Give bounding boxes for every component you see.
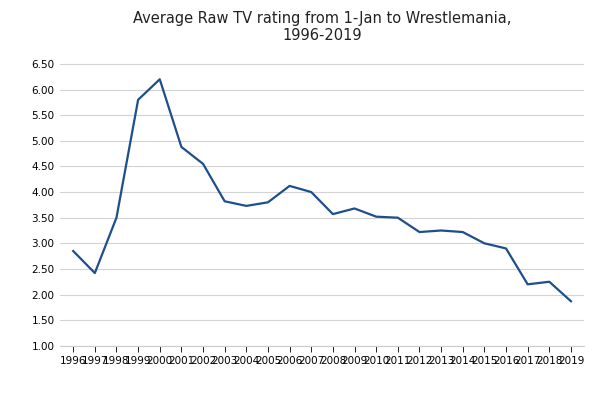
Title: Average Raw TV rating from 1-Jan to Wrestlemania,
1996-2019: Average Raw TV rating from 1-Jan to Wres… xyxy=(133,11,511,43)
